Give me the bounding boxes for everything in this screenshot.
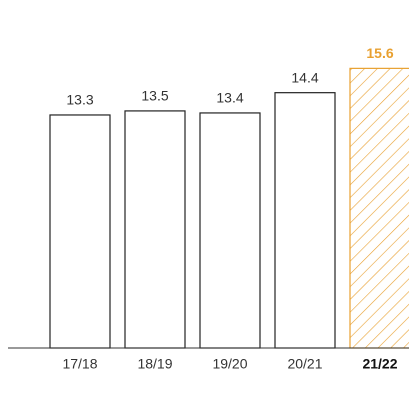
bar (274, 92, 336, 349)
bar (49, 114, 111, 349)
value-label: 14.4 (291, 69, 318, 85)
bar (199, 112, 261, 349)
bar (124, 110, 186, 349)
x-tick-label: 19/20 (212, 356, 247, 372)
value-label: 13.5 (141, 88, 168, 104)
value-label: 13.3 (66, 92, 93, 108)
x-tick-label: 17/18 (62, 356, 97, 372)
value-label: 15.6 (366, 45, 393, 61)
x-tick-label: 21/22 (362, 356, 397, 372)
x-tick-label: 20/21 (287, 356, 322, 372)
bar (349, 67, 409, 349)
value-label: 13.4 (216, 90, 243, 106)
x-tick-label: 18/19 (137, 356, 172, 372)
